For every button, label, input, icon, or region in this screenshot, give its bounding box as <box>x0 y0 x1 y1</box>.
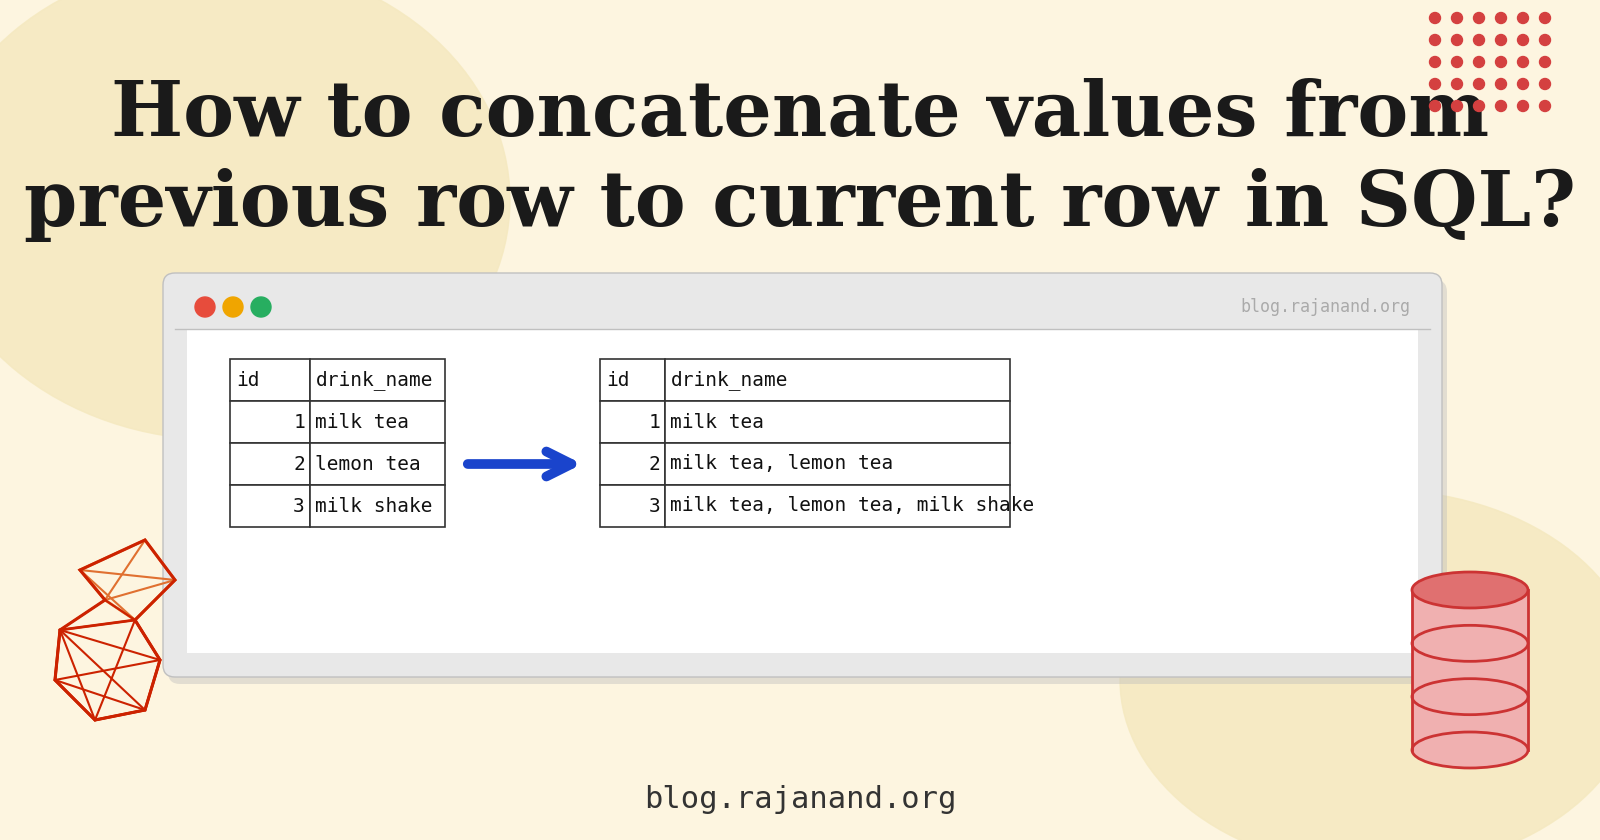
Bar <box>230 485 310 527</box>
Bar <box>600 485 666 527</box>
Ellipse shape <box>1413 679 1528 715</box>
Bar <box>666 359 1010 401</box>
Text: How to concatenate values from: How to concatenate values from <box>110 78 1490 152</box>
Bar <box>230 443 310 485</box>
Circle shape <box>1539 34 1550 45</box>
Text: 1: 1 <box>293 412 306 432</box>
Circle shape <box>1474 56 1485 67</box>
Bar <box>310 359 445 401</box>
Circle shape <box>1496 34 1507 45</box>
Circle shape <box>1539 101 1550 112</box>
Text: 1: 1 <box>648 412 661 432</box>
Bar <box>230 359 310 401</box>
Bar <box>310 443 445 485</box>
Bar <box>600 401 666 443</box>
FancyBboxPatch shape <box>187 329 1418 653</box>
Text: id: id <box>606 370 629 390</box>
Bar <box>187 329 1418 653</box>
Circle shape <box>1451 13 1462 24</box>
Circle shape <box>1517 34 1528 45</box>
Circle shape <box>1474 78 1485 90</box>
Text: drink_name: drink_name <box>670 370 789 390</box>
Text: 3: 3 <box>648 496 661 516</box>
Circle shape <box>1451 34 1462 45</box>
Circle shape <box>1474 34 1485 45</box>
Text: milk tea: milk tea <box>315 412 410 432</box>
Circle shape <box>1496 78 1507 90</box>
Circle shape <box>1517 78 1528 90</box>
Ellipse shape <box>1413 625 1528 661</box>
Text: drink_name: drink_name <box>317 370 434 390</box>
Circle shape <box>1451 56 1462 67</box>
FancyBboxPatch shape <box>163 273 1442 677</box>
Bar <box>310 485 445 527</box>
Circle shape <box>1429 56 1440 67</box>
Ellipse shape <box>1413 732 1528 768</box>
Circle shape <box>1451 78 1462 90</box>
Bar <box>600 359 666 401</box>
Text: blog.rajanand.org: blog.rajanand.org <box>643 785 957 815</box>
Text: 3: 3 <box>293 496 306 516</box>
Circle shape <box>195 297 214 317</box>
Bar <box>1413 590 1528 750</box>
Circle shape <box>1496 13 1507 24</box>
Circle shape <box>1429 34 1440 45</box>
Circle shape <box>1517 13 1528 24</box>
Text: 2: 2 <box>648 454 661 474</box>
Ellipse shape <box>1413 572 1528 608</box>
Circle shape <box>1451 101 1462 112</box>
Bar <box>600 443 666 485</box>
Text: id: id <box>237 370 259 390</box>
Circle shape <box>1517 56 1528 67</box>
Circle shape <box>1474 101 1485 112</box>
Text: blog.rajanand.org: blog.rajanand.org <box>1240 298 1410 316</box>
Circle shape <box>1539 13 1550 24</box>
Text: milk shake: milk shake <box>315 496 432 516</box>
Circle shape <box>251 297 270 317</box>
Bar <box>666 485 1010 527</box>
Bar <box>666 401 1010 443</box>
Circle shape <box>1539 78 1550 90</box>
FancyBboxPatch shape <box>168 280 1446 684</box>
Bar <box>666 443 1010 485</box>
Text: lemon tea: lemon tea <box>315 454 421 474</box>
Text: 2: 2 <box>293 454 306 474</box>
Circle shape <box>1429 101 1440 112</box>
Text: previous row to current row in SQL?: previous row to current row in SQL? <box>24 168 1576 242</box>
Bar <box>310 401 445 443</box>
Bar <box>230 401 310 443</box>
Circle shape <box>1539 56 1550 67</box>
Circle shape <box>1429 13 1440 24</box>
Ellipse shape <box>0 0 510 440</box>
Ellipse shape <box>1120 490 1600 840</box>
Text: milk tea: milk tea <box>670 412 765 432</box>
Circle shape <box>1496 56 1507 67</box>
Text: milk tea, lemon tea: milk tea, lemon tea <box>670 454 893 474</box>
Circle shape <box>1429 78 1440 90</box>
Circle shape <box>1496 101 1507 112</box>
Circle shape <box>222 297 243 317</box>
Circle shape <box>1517 101 1528 112</box>
Text: milk tea, lemon tea, milk shake: milk tea, lemon tea, milk shake <box>670 496 1034 516</box>
Circle shape <box>1474 13 1485 24</box>
